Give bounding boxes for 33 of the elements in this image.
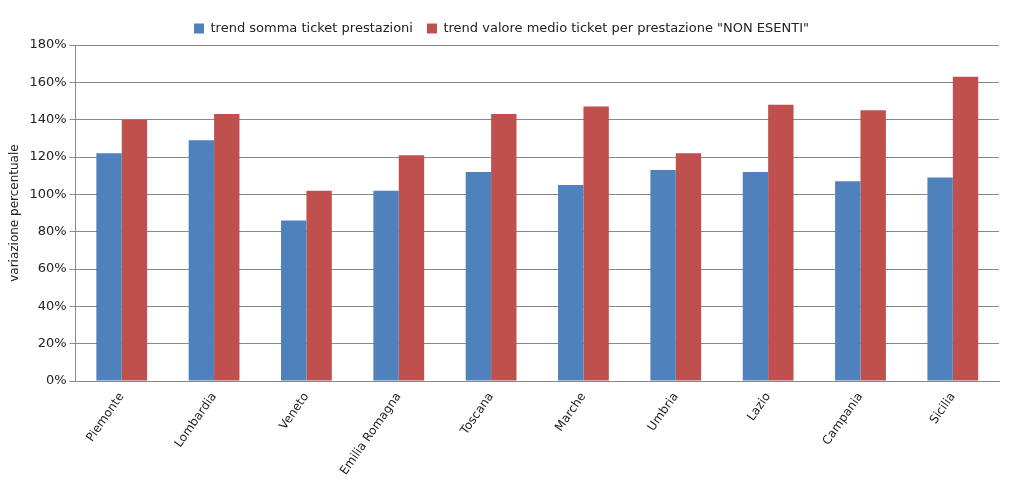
bar — [121, 119, 148, 381]
bar — [650, 170, 676, 381]
bar — [214, 114, 240, 381]
y-tick-label: 180% — [29, 36, 67, 52]
bar — [675, 153, 702, 381]
bar — [768, 104, 794, 381]
bar — [373, 190, 399, 381]
y-tick-label: 100% — [29, 185, 67, 201]
legend-label: trend somma ticket prestazioni — [210, 19, 413, 35]
bar — [952, 76, 979, 381]
bar — [465, 171, 492, 381]
y-tick-label: 80% — [37, 223, 67, 239]
y-tick-label: 40% — [37, 297, 67, 313]
y-tick-label: 140% — [29, 111, 67, 127]
bar — [558, 185, 584, 381]
y-tick-label: 0% — [45, 372, 67, 388]
bar — [742, 171, 769, 381]
bar — [96, 153, 122, 381]
bar — [583, 106, 609, 381]
bar — [281, 220, 307, 381]
bar — [927, 177, 953, 381]
y-axis-title: variazione percentuale — [7, 144, 22, 282]
y-tick-label: 120% — [29, 148, 67, 164]
y-tick-label: 20% — [37, 335, 67, 351]
bar — [835, 181, 861, 381]
y-tick-label: 160% — [29, 73, 67, 89]
bar — [860, 110, 886, 381]
bar — [491, 114, 517, 381]
legend-label: trend valore medio ticket per prestazione "NON ESENTI" — [443, 19, 810, 35]
bar — [188, 140, 215, 381]
bar — [306, 190, 332, 381]
bar — [398, 155, 425, 381]
y-tick-label: 60% — [37, 260, 67, 276]
